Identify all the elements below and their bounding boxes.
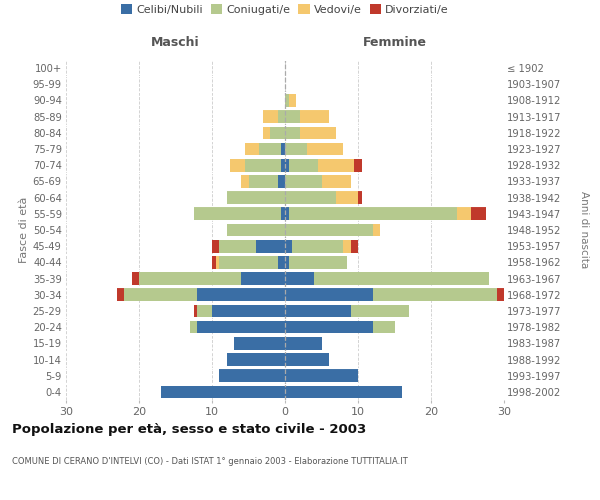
Bar (263, 126, 271, 139)
Bar (358, 192, 362, 204)
Bar (285, 337, 322, 349)
Bar (245, 159, 281, 172)
Bar (241, 272, 285, 285)
Bar (289, 94, 296, 107)
Bar (248, 175, 278, 188)
Bar (194, 304, 197, 318)
Bar (285, 272, 314, 285)
Bar (220, 240, 256, 252)
Bar (190, 321, 197, 334)
Bar (318, 159, 355, 172)
Y-axis label: Fasce di età: Fasce di età (19, 197, 29, 263)
Bar (299, 126, 336, 139)
Bar (281, 159, 285, 172)
Text: Maschi: Maschi (151, 36, 200, 49)
Bar (322, 175, 350, 188)
Bar (259, 142, 281, 156)
Bar (497, 288, 504, 301)
Bar (230, 159, 245, 172)
Bar (285, 224, 373, 236)
Bar (117, 288, 124, 301)
Bar (343, 240, 350, 252)
Bar (285, 175, 322, 188)
Bar (285, 353, 329, 366)
Bar (227, 224, 285, 236)
Bar (132, 272, 139, 285)
Bar (271, 126, 285, 139)
Bar (227, 192, 285, 204)
Bar (285, 240, 292, 252)
Bar (161, 386, 285, 398)
Bar (350, 304, 409, 318)
Bar (292, 240, 343, 252)
Bar (281, 142, 285, 156)
Bar (457, 208, 471, 220)
Bar (220, 370, 285, 382)
Bar (373, 224, 380, 236)
Bar (285, 208, 289, 220)
Bar (355, 159, 362, 172)
Bar (373, 321, 395, 334)
Bar (194, 208, 281, 220)
Bar (197, 288, 285, 301)
Bar (285, 126, 299, 139)
Bar (281, 208, 285, 220)
Bar (285, 386, 402, 398)
Bar (220, 256, 278, 268)
Bar (314, 272, 490, 285)
Bar (289, 256, 347, 268)
Bar (285, 192, 336, 204)
Bar (256, 240, 285, 252)
Bar (278, 256, 285, 268)
Text: Popolazione per età, sesso e stato civile - 2003: Popolazione per età, sesso e stato civil… (12, 422, 366, 436)
Bar (307, 142, 343, 156)
Bar (245, 142, 259, 156)
Bar (299, 110, 329, 123)
Bar (227, 353, 285, 366)
Bar (285, 256, 289, 268)
Bar (197, 304, 212, 318)
Bar (471, 208, 486, 220)
Bar (215, 256, 220, 268)
Bar (285, 304, 350, 318)
Text: Femmine: Femmine (362, 36, 427, 49)
Bar (263, 110, 278, 123)
Bar (212, 304, 285, 318)
Bar (278, 110, 285, 123)
Bar (285, 142, 307, 156)
Bar (241, 175, 248, 188)
Bar (289, 159, 318, 172)
Legend: Celibi/Nubili, Coniugati/e, Vedovi/e, Divorziati/e: Celibi/Nubili, Coniugati/e, Vedovi/e, Di… (121, 4, 449, 15)
Bar (212, 240, 220, 252)
Bar (285, 94, 289, 107)
Bar (289, 208, 457, 220)
Bar (285, 110, 299, 123)
Bar (285, 370, 358, 382)
Bar (139, 272, 241, 285)
Bar (124, 288, 197, 301)
Bar (212, 256, 215, 268)
Bar (278, 175, 285, 188)
Bar (234, 337, 285, 349)
Bar (373, 288, 497, 301)
Bar (285, 321, 373, 334)
Text: COMUNE DI CERANO D'INTELVI (CO) - Dati ISTAT 1° gennaio 2003 - Elaborazione TUTT: COMUNE DI CERANO D'INTELVI (CO) - Dati I… (12, 458, 408, 466)
Bar (336, 192, 358, 204)
Bar (285, 288, 373, 301)
Bar (350, 240, 358, 252)
Y-axis label: Anni di nascita: Anni di nascita (580, 192, 589, 268)
Bar (285, 159, 289, 172)
Bar (197, 321, 285, 334)
